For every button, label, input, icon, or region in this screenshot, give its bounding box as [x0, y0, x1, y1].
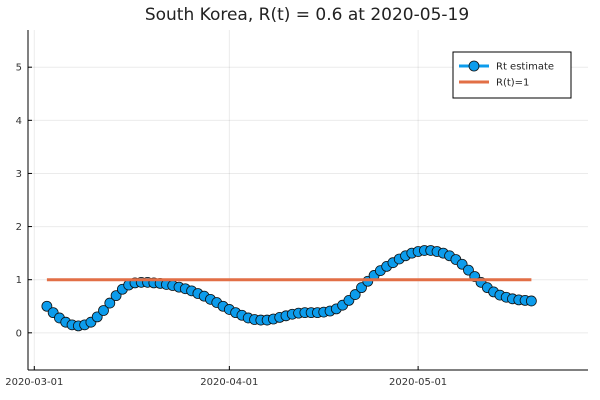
data-point [41, 300, 53, 312]
y-tick-label: 0 [16, 328, 22, 339]
data-point [104, 297, 116, 309]
legend-swatch-marker [468, 60, 480, 72]
data-point [349, 289, 361, 300]
y-tick-label: 2 [16, 222, 22, 233]
x-tick-label: 2020-04-01 [200, 377, 258, 388]
series [41, 245, 537, 332]
legend-box [452, 51, 572, 99]
legend: Rt estimate R(t)=1 [452, 51, 572, 99]
data-point [110, 290, 122, 302]
legend-entry-label: R(t)=1 [496, 78, 529, 89]
x-tick-label: 2020-05-01 [389, 377, 447, 388]
data-point [91, 311, 103, 323]
axes [27, 30, 588, 371]
tick-labels: 0 1 2 3 4 5 2020-03-01 2020-04-01 2020-05-01 [5, 63, 447, 388]
data-point [525, 295, 537, 307]
y-tick-label: 1 [16, 275, 22, 286]
data-point [463, 264, 474, 276]
y-tick-label: 3 [16, 169, 22, 180]
y-tick-label: 4 [16, 116, 22, 127]
data-point [98, 305, 109, 316]
legend-entry-label: Rt estimate [496, 62, 554, 73]
y-tick-label: 5 [16, 63, 22, 74]
data-point [356, 282, 367, 294]
chart-title: South Korea, R(t) = 0.6 at 2020-05-19 [145, 5, 469, 25]
x-tick-label: 2020-03-01 [5, 377, 63, 388]
